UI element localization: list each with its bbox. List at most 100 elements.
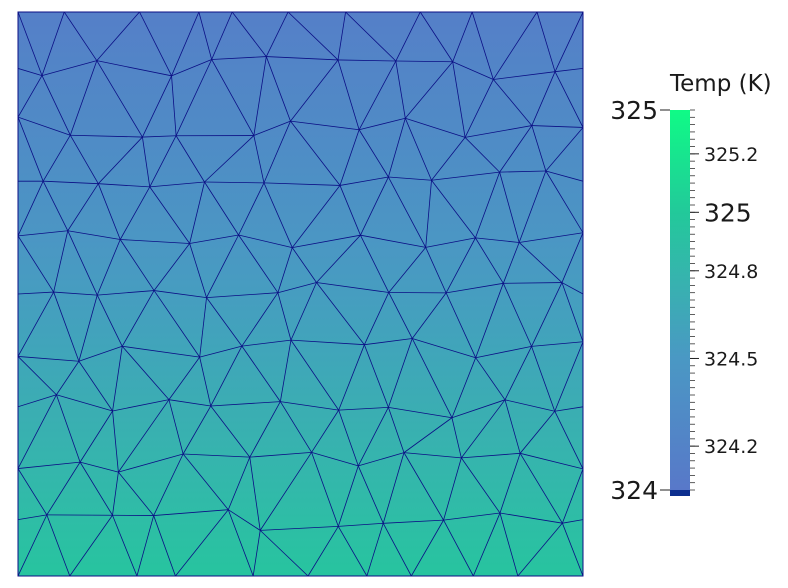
mesh-edge xyxy=(475,357,506,401)
mesh-edge xyxy=(253,56,267,136)
mesh-edge xyxy=(382,523,412,576)
mesh-edge xyxy=(112,515,138,576)
mesh-edge xyxy=(554,411,583,470)
mesh-edge xyxy=(518,242,563,283)
mesh-edge xyxy=(412,338,476,359)
mesh-edge xyxy=(78,294,98,362)
mesh-edge xyxy=(337,12,346,61)
mesh-edge xyxy=(337,59,360,130)
mesh-edge xyxy=(211,56,267,60)
mesh-edge xyxy=(18,116,71,136)
mesh-edge xyxy=(311,451,359,467)
mesh-edge xyxy=(561,282,583,295)
mesh-edge xyxy=(253,120,291,136)
mesh-edge xyxy=(339,185,361,236)
mesh-edge xyxy=(290,120,341,186)
mesh-edge xyxy=(120,239,190,244)
mesh-edge xyxy=(18,116,44,182)
mesh-edge xyxy=(227,456,251,510)
mesh-edge xyxy=(464,137,500,173)
mesh-edge xyxy=(445,292,477,358)
mesh-edge xyxy=(554,12,583,72)
mesh-edge xyxy=(502,242,520,284)
mesh-edge xyxy=(388,407,405,453)
mesh-edge xyxy=(121,346,170,400)
mesh-edge xyxy=(499,453,521,514)
mesh-edge xyxy=(18,394,57,408)
mesh-edge xyxy=(519,410,556,454)
mesh-edge xyxy=(142,135,177,138)
mesh-edge xyxy=(280,401,312,453)
mesh-edge xyxy=(545,170,583,182)
mesh-edge xyxy=(18,235,54,293)
mesh-edge xyxy=(98,183,150,188)
mesh-edge xyxy=(388,247,427,293)
mesh-edge xyxy=(227,509,254,576)
mesh-edge xyxy=(56,394,113,412)
mesh-edge xyxy=(41,12,65,76)
mesh-edge xyxy=(153,515,176,576)
mesh-edge xyxy=(443,519,474,576)
mesh-edge xyxy=(405,117,466,138)
mesh-edge xyxy=(210,345,243,407)
mesh-edge xyxy=(56,394,81,463)
mesh-edge xyxy=(277,292,292,341)
mesh-edge xyxy=(96,294,123,347)
mesh-edge xyxy=(153,243,190,291)
mesh-edge xyxy=(419,12,454,62)
mesh-edge xyxy=(364,292,390,345)
mesh-edge xyxy=(461,457,501,514)
mesh-edge xyxy=(431,137,466,181)
mesh-edge xyxy=(228,509,261,531)
mesh-edge xyxy=(358,129,389,178)
mesh-edge xyxy=(182,405,212,455)
mesh-edge xyxy=(249,451,312,458)
mesh-edge xyxy=(206,292,278,299)
mesh-edge xyxy=(364,344,389,408)
mesh-edge xyxy=(149,186,190,244)
mesh-edge xyxy=(471,12,494,80)
colorbar-gradient xyxy=(670,110,690,490)
mesh-edge xyxy=(53,230,69,293)
mesh-edge xyxy=(451,417,462,459)
mesh-edge xyxy=(357,407,389,467)
mesh-edge xyxy=(260,526,339,531)
mesh-edge xyxy=(554,341,583,412)
mesh-edge xyxy=(136,515,155,576)
mesh-edge xyxy=(98,136,143,184)
mesh-edge xyxy=(18,291,54,357)
mesh-edge xyxy=(231,12,267,57)
mesh-edge xyxy=(464,79,494,138)
mesh-edge xyxy=(545,127,583,172)
mesh-edge xyxy=(112,472,119,516)
mesh-edge xyxy=(18,230,68,237)
mesh-edge xyxy=(337,526,368,576)
mesh-edge xyxy=(67,230,98,296)
mesh-edge xyxy=(405,61,453,119)
mesh-edge xyxy=(171,75,177,136)
mesh-edge xyxy=(562,519,583,524)
mesh-edge xyxy=(316,282,365,345)
mesh-edge xyxy=(69,60,98,136)
colorbar-tick-label: 325.2 xyxy=(704,144,758,166)
mesh-edge xyxy=(18,356,79,362)
mesh-edge xyxy=(182,453,229,510)
mesh-edge xyxy=(118,471,154,516)
mesh-edge xyxy=(461,399,506,459)
mesh-edge xyxy=(554,71,583,128)
mesh-edge xyxy=(366,523,384,576)
domain-border xyxy=(17,11,584,577)
mesh-edge xyxy=(517,522,563,576)
mesh-edge xyxy=(452,12,473,62)
mesh-edge xyxy=(53,291,98,296)
mesh-edge xyxy=(519,453,563,524)
mesh-edge xyxy=(210,405,251,458)
mesh-edge xyxy=(153,290,201,358)
mesh-edge xyxy=(446,282,504,294)
mesh-edge xyxy=(168,356,201,400)
mesh-edge xyxy=(388,176,432,181)
mesh-edge xyxy=(277,247,293,293)
mesh-edge xyxy=(43,180,99,185)
mesh-edge xyxy=(252,530,261,576)
